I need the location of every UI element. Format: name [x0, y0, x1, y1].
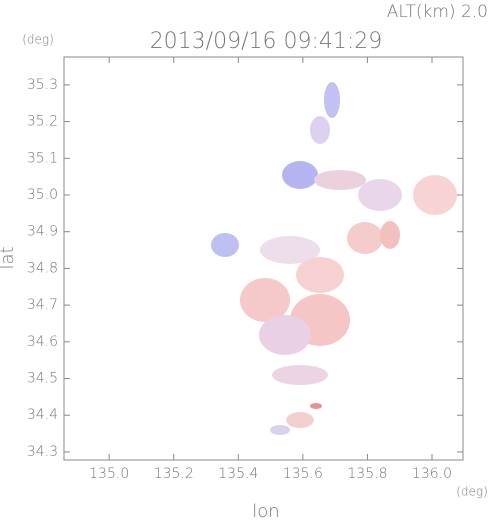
y-tick-label: 34.3 [27, 444, 58, 460]
y-tick-label: 34.9 [27, 224, 58, 240]
altitude-label: ALT(km) 2.0 [387, 2, 488, 22]
echo-field [211, 82, 457, 435]
y-tick-label: 35.0 [27, 187, 58, 203]
y-tick-label: 35.3 [27, 77, 58, 93]
x-unit: (deg) [456, 485, 488, 499]
x-axis-label: lon [252, 501, 279, 521]
x-tick-label: 136.0 [412, 466, 452, 482]
y-tick-label: 35.1 [27, 150, 58, 166]
y-tick-label: 34.5 [27, 371, 58, 387]
y-axis-label: lat [0, 246, 18, 269]
x-tick-label: 135.6 [283, 466, 323, 482]
y-tick-label: 34.4 [27, 407, 58, 423]
chart-title: 2013/09/16 09:41:29 [150, 29, 383, 54]
x-tick-label: 135.8 [347, 466, 387, 482]
plot-frame [63, 56, 464, 461]
y-tick-label: 34.7 [27, 297, 58, 313]
y-unit: (deg) [22, 33, 54, 47]
y-tick-label: 35.2 [27, 114, 58, 130]
x-tick-label: 135.2 [154, 466, 194, 482]
x-tick-label: 135.4 [218, 466, 258, 482]
x-tick-label: 135.0 [89, 466, 129, 482]
y-tick-label: 34.6 [27, 334, 58, 350]
y-tick-label: 34.8 [27, 260, 58, 276]
